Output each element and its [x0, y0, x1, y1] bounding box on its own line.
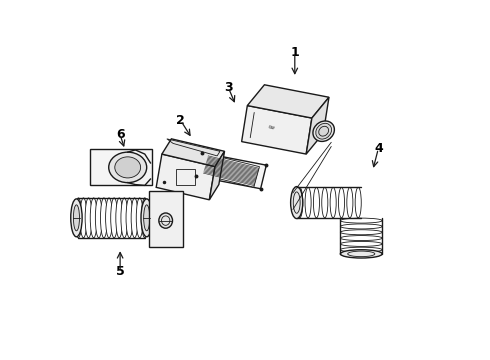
- Polygon shape: [209, 151, 224, 200]
- Ellipse shape: [96, 198, 102, 238]
- Ellipse shape: [341, 230, 382, 235]
- Text: 3: 3: [224, 81, 233, 94]
- Ellipse shape: [80, 198, 87, 238]
- Ellipse shape: [314, 187, 319, 218]
- Ellipse shape: [126, 198, 133, 238]
- Ellipse shape: [355, 187, 361, 218]
- Ellipse shape: [339, 187, 344, 218]
- Text: 4: 4: [374, 142, 383, 155]
- Ellipse shape: [341, 247, 382, 252]
- Ellipse shape: [100, 198, 107, 238]
- Ellipse shape: [341, 250, 382, 258]
- Ellipse shape: [159, 213, 172, 228]
- Ellipse shape: [115, 157, 141, 178]
- Ellipse shape: [111, 198, 118, 238]
- Text: ow: ow: [267, 124, 275, 130]
- Ellipse shape: [305, 187, 311, 218]
- Ellipse shape: [131, 198, 138, 238]
- Ellipse shape: [297, 187, 303, 218]
- Ellipse shape: [291, 186, 303, 219]
- Ellipse shape: [142, 198, 148, 238]
- Polygon shape: [306, 97, 329, 154]
- Ellipse shape: [330, 187, 336, 218]
- Ellipse shape: [322, 187, 328, 218]
- Ellipse shape: [75, 198, 82, 238]
- Ellipse shape: [90, 198, 97, 238]
- Ellipse shape: [71, 199, 82, 237]
- Ellipse shape: [74, 205, 79, 231]
- Text: 6: 6: [116, 128, 124, 141]
- Ellipse shape: [116, 198, 122, 238]
- Polygon shape: [162, 139, 224, 167]
- Polygon shape: [148, 191, 183, 247]
- Ellipse shape: [105, 198, 112, 238]
- Text: 5: 5: [116, 265, 124, 278]
- Text: 1: 1: [291, 46, 299, 59]
- Polygon shape: [242, 105, 312, 154]
- Polygon shape: [156, 154, 215, 200]
- Ellipse shape: [313, 121, 334, 141]
- Ellipse shape: [341, 218, 382, 223]
- Ellipse shape: [341, 235, 382, 240]
- Text: 2: 2: [176, 114, 185, 127]
- Ellipse shape: [85, 198, 92, 238]
- Ellipse shape: [136, 198, 143, 238]
- Ellipse shape: [121, 198, 128, 238]
- Ellipse shape: [347, 187, 353, 218]
- Ellipse shape: [316, 123, 332, 139]
- Polygon shape: [203, 154, 260, 187]
- Ellipse shape: [109, 152, 147, 183]
- Ellipse shape: [341, 224, 382, 229]
- Polygon shape: [247, 85, 329, 118]
- Ellipse shape: [144, 205, 150, 231]
- Polygon shape: [90, 149, 152, 185]
- Polygon shape: [196, 153, 267, 189]
- Ellipse shape: [141, 199, 152, 237]
- Ellipse shape: [341, 242, 382, 246]
